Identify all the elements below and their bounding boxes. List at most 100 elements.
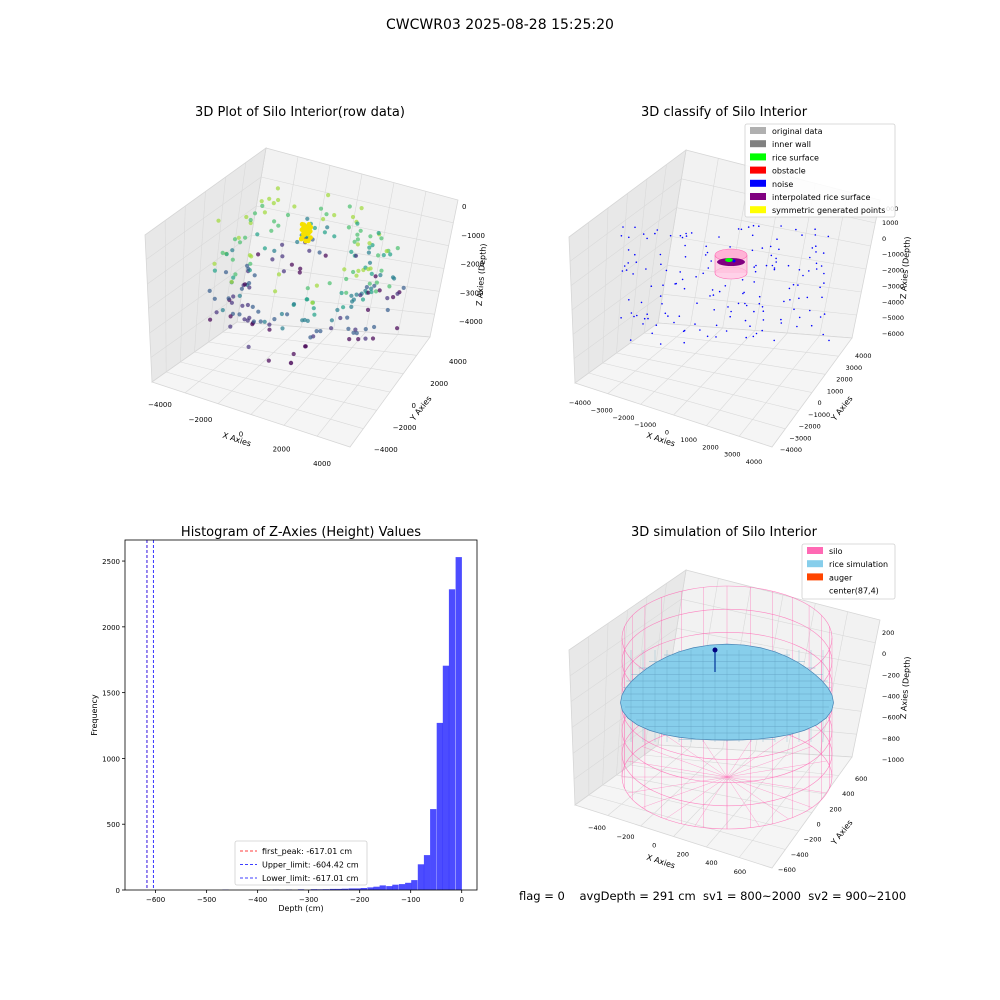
- plot1-point: [326, 193, 331, 198]
- plot1-point: [312, 225, 317, 231]
- plot3-bar: [448, 589, 456, 890]
- plot1-point: [262, 210, 267, 215]
- plot2-noise-point: [815, 245, 817, 247]
- plot1-point: [369, 271, 374, 276]
- plot2-noise-point: [683, 329, 686, 332]
- plot1-point: [385, 296, 390, 301]
- plot3-ytick-label: 1000: [102, 755, 120, 763]
- plot2-xtick-label: −4000: [569, 399, 591, 407]
- plot3-bar: [373, 886, 380, 890]
- plot4-ztick-label: −400: [882, 693, 900, 701]
- plot4-xaxis-label: X Axies: [645, 853, 676, 871]
- plot1-point: [243, 235, 248, 240]
- plot3-bar: [386, 886, 393, 890]
- plot1-yellow-point: [305, 231, 311, 237]
- plot2-noise-point: [725, 330, 728, 332]
- plot2-noise-point: [656, 229, 659, 231]
- plot2-noise-point: [795, 228, 797, 231]
- plot3-xtick-label: −500: [197, 896, 216, 904]
- plot1-point: [242, 317, 247, 322]
- plot1-point: [335, 307, 340, 313]
- plot4-legend-box: [801, 543, 896, 600]
- plot2-noise-point: [762, 310, 765, 313]
- plot1-point: [352, 239, 357, 244]
- plot1-point: [244, 214, 249, 220]
- plot2-noise-point: [758, 295, 761, 298]
- plot1-point: [373, 274, 378, 279]
- plot4-zaxis-label: Z Axies (Depth): [899, 656, 912, 719]
- plot1-point: [351, 297, 356, 302]
- plot3-bar: [335, 888, 342, 890]
- plot3-bar: [360, 888, 367, 890]
- plot2-noise-point: [787, 264, 790, 267]
- plot1-point: [259, 199, 264, 204]
- plot1-point: [303, 344, 308, 349]
- plot2-noise-point: [753, 310, 755, 313]
- plot1-point: [256, 252, 261, 257]
- plot3-bar: [423, 855, 431, 890]
- plot1-yellow-point: [301, 231, 306, 237]
- plot2-noise-point: [664, 312, 667, 315]
- plot1-point: [228, 324, 233, 329]
- plot1-point: [231, 294, 236, 299]
- plot1-point: [345, 315, 350, 320]
- plot1-ytick-label: −2000: [393, 424, 417, 432]
- plot1-point: [239, 286, 244, 291]
- plot3-bar: [398, 884, 406, 890]
- plot4-legend-swatch: [807, 573, 823, 581]
- plot2-legend-label: original data: [772, 127, 823, 136]
- plot1-point: [295, 239, 300, 245]
- plot3-legend-box: [234, 840, 368, 886]
- plot3-bar: [341, 888, 349, 890]
- plot4-silo-spoke: [726, 746, 813, 778]
- plot1-yellow-point: [306, 222, 312, 227]
- plot2-noise-point: [815, 268, 818, 270]
- plot1-point: [246, 344, 251, 349]
- plot1-point: [212, 268, 217, 273]
- plot2-noise-point: [640, 301, 643, 304]
- plot2-noise-point: [673, 321, 675, 324]
- plot1-point: [322, 230, 327, 235]
- plot1-yellow-point: [300, 226, 306, 231]
- plot1-point: [395, 246, 400, 251]
- plot4-legend-swatch: [807, 547, 823, 554]
- plot2-legend-label: noise: [772, 180, 793, 189]
- plot2-noise-point: [771, 264, 774, 267]
- plot1-point: [228, 314, 233, 319]
- plot2-noise-point: [775, 257, 777, 260]
- plot1-point: [367, 245, 372, 250]
- plot2-noise-point: [684, 255, 687, 258]
- plot2-noise-point: [761, 329, 763, 332]
- plot2-noise-point: [669, 234, 672, 237]
- plot4-silo-spoke: [665, 776, 728, 820]
- plot1-point: [304, 297, 309, 302]
- plot2-xtick-label: 3000: [724, 451, 741, 459]
- plot2-noise-point: [661, 303, 663, 305]
- plot1-point: [258, 319, 263, 324]
- plot1-point: [273, 289, 278, 294]
- plot1-point: [332, 213, 337, 218]
- plot1-point: [255, 232, 260, 237]
- plot1-point: [372, 324, 377, 330]
- plot2-noise-point: [681, 278, 684, 281]
- plot2-noise-point: [724, 285, 727, 287]
- plot1-point: [240, 303, 245, 308]
- plot2-xtick-label: 4000: [746, 458, 763, 466]
- plot2-noise-point: [650, 285, 653, 288]
- plot2-noise-point: [758, 225, 760, 227]
- plot2-noise-point: [636, 314, 638, 317]
- plot2-noise-point: [629, 339, 632, 341]
- plot4-ztick-label: 200: [882, 629, 894, 637]
- plot1-yellow-point: [298, 236, 304, 242]
- plot4-center-marker: [712, 647, 718, 653]
- plot2-legend-label: inner wall: [772, 140, 811, 149]
- plot2-noise-point: [699, 329, 701, 331]
- plot1-point: [245, 318, 250, 323]
- plot2-noise-point: [647, 317, 649, 320]
- plot2-noise-point: [642, 233, 645, 235]
- plot3-bar: [436, 722, 443, 890]
- plot2-noise-point: [685, 235, 688, 237]
- plot2-noise-point: [792, 283, 795, 286]
- plot2-interpolated-surface: [717, 258, 745, 266]
- plot3-ytick-label: 0: [116, 887, 120, 895]
